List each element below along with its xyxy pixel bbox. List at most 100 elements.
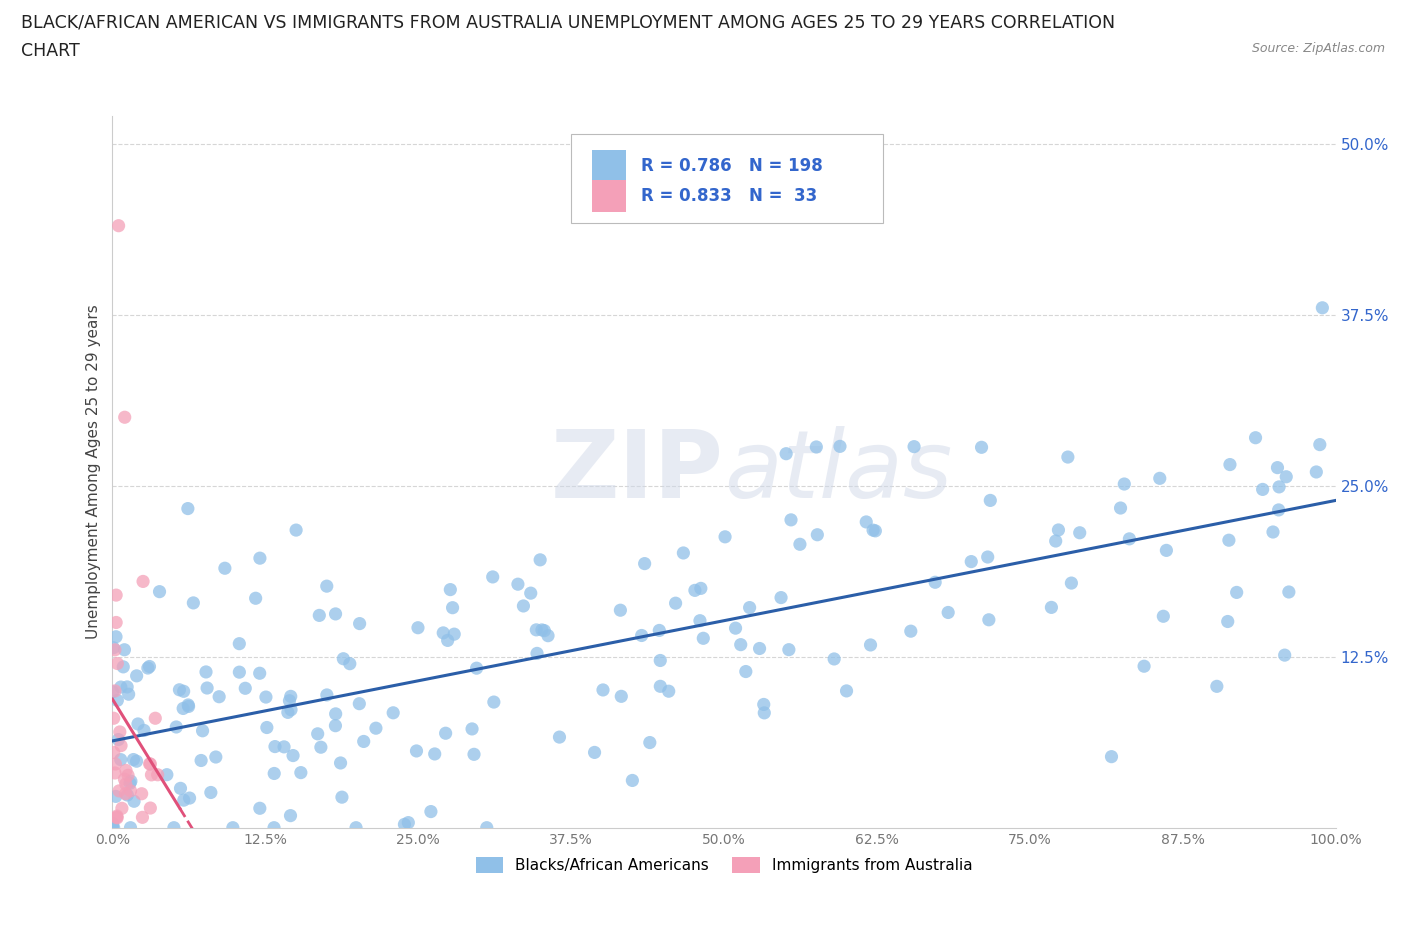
Point bbox=[249, 801, 271, 816]
Point bbox=[1309, 437, 1331, 452]
Point bbox=[1278, 585, 1301, 600]
Point bbox=[104, 765, 127, 780]
Point bbox=[748, 641, 770, 656]
Text: atlas: atlas bbox=[724, 427, 952, 517]
Point bbox=[127, 716, 149, 731]
Point bbox=[738, 600, 761, 615]
Point bbox=[924, 575, 946, 590]
Point bbox=[315, 578, 337, 593]
Point bbox=[432, 626, 454, 641]
Point bbox=[105, 656, 128, 671]
Point bbox=[1114, 476, 1136, 491]
Point bbox=[263, 820, 285, 835]
Point bbox=[228, 665, 250, 680]
Point bbox=[136, 660, 159, 675]
Point bbox=[349, 697, 371, 711]
Point bbox=[537, 629, 560, 644]
FancyBboxPatch shape bbox=[571, 134, 883, 223]
Point bbox=[139, 757, 162, 772]
Point bbox=[1060, 576, 1083, 591]
Point bbox=[139, 801, 162, 816]
Point bbox=[859, 637, 882, 652]
Point bbox=[979, 493, 1001, 508]
Point bbox=[191, 724, 214, 738]
Text: R = 0.833   N =  33: R = 0.833 N = 33 bbox=[641, 187, 817, 206]
Point bbox=[254, 690, 277, 705]
Point bbox=[110, 738, 132, 753]
Point bbox=[775, 446, 797, 461]
Point bbox=[1275, 470, 1298, 485]
Point bbox=[110, 680, 132, 695]
Point bbox=[806, 440, 828, 455]
Point bbox=[325, 707, 347, 722]
Point bbox=[524, 622, 547, 637]
Point bbox=[114, 777, 136, 791]
Point bbox=[104, 789, 127, 804]
Point bbox=[101, 684, 124, 699]
Point bbox=[204, 750, 226, 764]
Point bbox=[1057, 449, 1080, 464]
Point bbox=[120, 774, 142, 789]
Point bbox=[530, 622, 553, 637]
Point bbox=[103, 640, 125, 655]
Point bbox=[179, 790, 201, 805]
Point bbox=[108, 783, 131, 798]
Point bbox=[200, 785, 222, 800]
Point bbox=[960, 554, 983, 569]
Point bbox=[1069, 525, 1091, 540]
Point bbox=[264, 739, 287, 754]
Point bbox=[1040, 600, 1063, 615]
Point bbox=[214, 561, 236, 576]
Point bbox=[434, 725, 457, 740]
Point bbox=[132, 723, 155, 737]
Point bbox=[315, 687, 337, 702]
Point bbox=[110, 752, 132, 767]
Point bbox=[1156, 543, 1178, 558]
Text: ZIP: ZIP bbox=[551, 426, 724, 518]
Point bbox=[512, 599, 534, 614]
Point bbox=[117, 768, 139, 783]
Point bbox=[936, 605, 959, 620]
Point bbox=[115, 763, 138, 777]
Point bbox=[724, 620, 747, 635]
Point bbox=[1101, 750, 1123, 764]
Point bbox=[592, 683, 614, 698]
Point bbox=[172, 701, 194, 716]
Point bbox=[173, 684, 195, 698]
Point bbox=[1274, 647, 1296, 662]
Point bbox=[249, 551, 271, 565]
Point bbox=[648, 623, 671, 638]
Point bbox=[132, 574, 155, 589]
Point bbox=[475, 820, 498, 835]
Point bbox=[125, 754, 148, 769]
Point bbox=[423, 747, 446, 762]
Point bbox=[1268, 480, 1291, 495]
Point bbox=[1205, 679, 1227, 694]
Point bbox=[156, 767, 179, 782]
Point bbox=[353, 734, 375, 749]
Point bbox=[443, 627, 465, 642]
Point bbox=[405, 743, 427, 758]
Point bbox=[519, 586, 541, 601]
Point bbox=[683, 583, 706, 598]
Point bbox=[105, 693, 128, 708]
Point bbox=[529, 552, 551, 567]
Point bbox=[672, 546, 695, 561]
Point bbox=[658, 684, 681, 698]
Point bbox=[689, 613, 711, 628]
Point bbox=[752, 697, 775, 711]
Point bbox=[533, 623, 555, 638]
Point bbox=[143, 711, 166, 725]
Point bbox=[233, 681, 256, 696]
Point bbox=[120, 820, 142, 835]
Point bbox=[1109, 500, 1132, 515]
Point bbox=[394, 817, 416, 831]
Text: BLACK/AFRICAN AMERICAN VS IMMIGRANTS FROM AUSTRALIA UNEMPLOYMENT AMONG AGES 25 T: BLACK/AFRICAN AMERICAN VS IMMIGRANTS FRO… bbox=[21, 14, 1115, 32]
Point bbox=[146, 767, 169, 782]
Point bbox=[406, 620, 429, 635]
Point bbox=[714, 529, 737, 544]
Point bbox=[1219, 458, 1241, 472]
Point bbox=[131, 786, 153, 801]
Point bbox=[120, 783, 142, 798]
Point bbox=[900, 624, 922, 639]
